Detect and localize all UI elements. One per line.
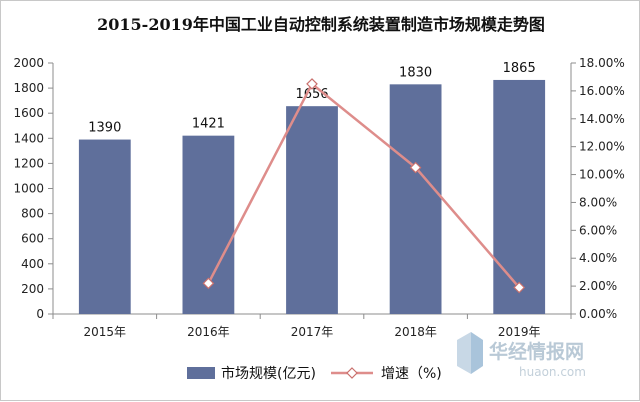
right-tick-label: 2.00% xyxy=(579,279,617,293)
right-tick-label: 4.00% xyxy=(579,251,617,265)
watermark-logo-icon-2 xyxy=(471,332,483,374)
right-tick-label: 12.00% xyxy=(579,140,625,154)
watermark-logo-icon xyxy=(457,332,471,374)
x-tick-label: 2015年 xyxy=(84,325,127,339)
bar-data-label: 1421 xyxy=(192,117,225,132)
line-series xyxy=(202,78,526,294)
bar xyxy=(78,139,131,314)
watermark: 华经情报网 huaon.com xyxy=(457,332,586,379)
right-tick-label: 6.00% xyxy=(579,223,617,237)
growth-line xyxy=(207,81,521,289)
growth-point xyxy=(306,78,318,90)
watermark-url: huaon.com xyxy=(519,365,586,379)
x-tick-label: 2016年 xyxy=(187,325,230,339)
axes: 0 200 400 600 800 1000 1200 1400 1600 1800 2000 0.0… xyxy=(13,56,624,339)
right-tick-label: 10.00% xyxy=(579,168,625,182)
bar-data-label: 1830 xyxy=(399,65,432,80)
left-tick-label: 400 xyxy=(21,257,44,271)
right-tick-label: 8.00% xyxy=(579,195,617,209)
watermark-name: 华经情报网 xyxy=(489,340,584,363)
bar xyxy=(389,84,442,315)
left-tick-label: 1600 xyxy=(13,106,44,120)
left-tick-label: 1800 xyxy=(13,81,44,95)
legend-bar-swatch xyxy=(187,367,215,379)
left-tick-label: 1000 xyxy=(13,182,44,196)
left-tick-label: 2000 xyxy=(13,56,44,70)
left-tick-label: 0 xyxy=(36,307,44,321)
left-tick-label: 200 xyxy=(21,282,44,296)
left-tick-label: 600 xyxy=(21,232,44,246)
right-tick-label: 14.00% xyxy=(579,112,625,126)
legend-line-marker xyxy=(346,367,358,379)
right-tick-label: 18.00% xyxy=(579,56,625,70)
right-tick-label: 0.00% xyxy=(579,307,617,321)
legend-line-label: 增速（%) xyxy=(381,366,442,382)
x-tick-label: 2018年 xyxy=(394,325,437,339)
bar xyxy=(286,106,338,314)
bar xyxy=(493,79,546,314)
bar-data-label: 1390 xyxy=(88,121,121,136)
left-tick-label: 1400 xyxy=(13,131,44,145)
left-tick-label: 800 xyxy=(21,207,44,221)
legend: 市场规模(亿元) 增速（%) xyxy=(187,365,442,382)
growth-point xyxy=(409,161,422,174)
chart-title: 2015-2019年中国工业自动控制系统装置制造市场规模走势图 xyxy=(97,15,545,34)
growth-point xyxy=(202,277,215,290)
right-tick-label: 16.00% xyxy=(579,84,625,98)
x-tick-label: 2019年 xyxy=(498,325,541,339)
left-tick-label: 1200 xyxy=(13,156,44,170)
legend-bar-label: 市场规模(亿元) xyxy=(221,365,316,382)
bar-data-label: 1865 xyxy=(503,61,536,76)
x-tick-label: 2017年 xyxy=(291,325,334,339)
growth-point xyxy=(513,281,526,294)
